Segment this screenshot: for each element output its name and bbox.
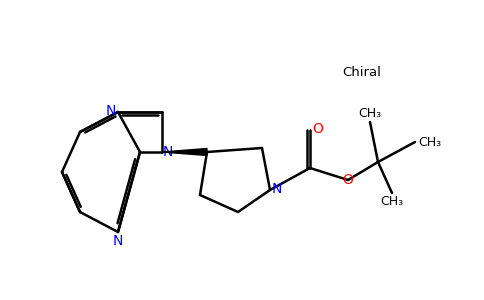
- Text: N: N: [106, 104, 116, 118]
- Text: CH₃: CH₃: [380, 195, 404, 208]
- Text: O: O: [312, 122, 323, 136]
- Text: N: N: [113, 234, 123, 248]
- Text: O: O: [343, 173, 353, 187]
- Text: CH₃: CH₃: [359, 107, 381, 120]
- Polygon shape: [162, 148, 207, 155]
- Text: Chiral: Chiral: [343, 65, 381, 79]
- Text: CH₃: CH₃: [418, 136, 441, 148]
- Text: N: N: [163, 145, 173, 159]
- Text: N: N: [272, 182, 282, 196]
